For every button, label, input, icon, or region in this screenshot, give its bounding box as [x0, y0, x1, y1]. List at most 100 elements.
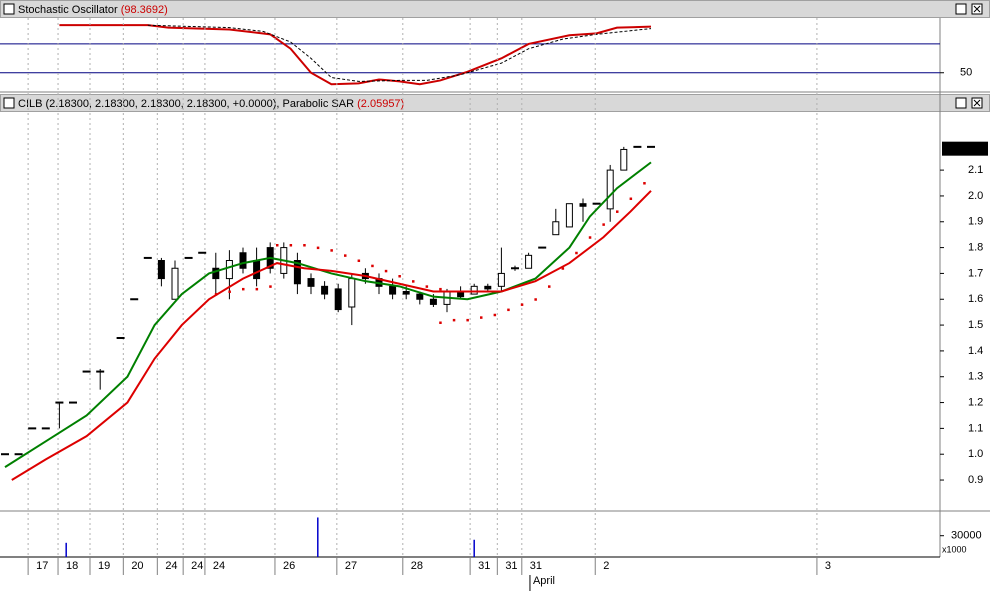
last-price-box: [942, 141, 988, 156]
y-tick-label: 1.7: [968, 267, 983, 279]
sar-dot: [275, 244, 279, 247]
corner: [940, 557, 990, 591]
sar-dot: [507, 308, 510, 312]
stoch-value: (98.3692): [121, 4, 168, 16]
candle-body: [225, 260, 233, 280]
sar-dot: [575, 251, 578, 255]
stoch-title: Stochastic Oscillator: [18, 4, 118, 16]
moving-average: [11, 190, 652, 481]
x-tick-label: 18: [66, 560, 78, 572]
x-tick-label: 28: [411, 560, 423, 572]
y-tick-label: 1.8: [968, 242, 983, 254]
month-label: April: [533, 575, 555, 587]
y-tick-label: 2.0: [968, 190, 983, 202]
y-tick-label: 1.2: [968, 396, 983, 408]
panel-icon: [3, 97, 15, 109]
sar-dot: [439, 287, 442, 291]
candle-body: [389, 285, 397, 295]
y-tick-label: 1.4: [968, 345, 983, 357]
sar-dot: [602, 223, 605, 226]
last-price-label: 2.18300: [944, 143, 981, 154]
x-tick-label: 31: [530, 560, 542, 572]
x-tick-label: 17: [36, 560, 48, 572]
candle-body: [212, 267, 220, 280]
candle-body: [402, 291, 410, 295]
sar-dot: [214, 293, 218, 296]
x-tick-label: 20: [131, 560, 143, 572]
candle-body: [525, 254, 533, 269]
candle-body: [606, 169, 614, 210]
sar-dot: [479, 316, 483, 319]
candle-body: [579, 203, 587, 207]
sar-dot: [425, 285, 429, 288]
sar-dot: [316, 246, 320, 250]
candle-body: [470, 285, 478, 295]
candle-body: [484, 285, 492, 290]
candle-body: [620, 148, 628, 171]
candle-body: [171, 267, 179, 300]
sar-dot: [357, 259, 361, 263]
sar-dot: [289, 244, 293, 247]
candle-body: [321, 285, 329, 295]
candle-body: [239, 252, 247, 269]
candle-body: [293, 260, 301, 285]
x-tick-label: 27: [345, 560, 357, 572]
x-tick-label: 24: [191, 560, 203, 572]
candle-body: [552, 221, 560, 236]
sar-dot: [547, 285, 551, 288]
sar-dot: [384, 269, 388, 273]
x-tick-label: 31: [505, 560, 517, 572]
sar-dot: [228, 290, 231, 294]
maximize-button[interactable]: [955, 97, 967, 109]
maximize-button[interactable]: [955, 3, 967, 15]
y-tick-label: 2.1: [968, 164, 983, 176]
sar-value: (2.05957): [357, 98, 404, 110]
sar-dot: [643, 182, 646, 185]
y-tick-label: 0.9: [968, 474, 983, 486]
panel-title: CILB (2.18300, 2.18300, 2.18300, 2.18300…: [18, 98, 404, 110]
sar-dot: [255, 287, 259, 291]
moving-average: [4, 161, 652, 468]
y-tick-label: 1.0: [968, 448, 983, 460]
sar-dot: [629, 197, 633, 201]
x-tick-label: 31: [478, 560, 490, 572]
sar-dot: [303, 244, 306, 247]
x-tick-label: 26: [283, 560, 295, 572]
sar-dot: [615, 210, 619, 213]
x-tick-label: 24: [165, 560, 177, 572]
x-tick-label: 19: [98, 560, 110, 572]
candle-body: [429, 298, 437, 305]
sar-dot: [439, 321, 442, 324]
sar-dot: [466, 318, 469, 322]
stoch-line: [147, 24, 652, 82]
sar-dot: [561, 267, 565, 270]
unit-label: x1000: [942, 544, 967, 554]
x-tick-label: 24: [213, 560, 225, 572]
y-tick-label: 1.5: [968, 319, 983, 331]
x-tick-label: 3: [825, 560, 831, 572]
price-title: CILB (2.18300, 2.18300, 2.18300, 2.18300…: [18, 98, 354, 110]
panel-title: Stochastic Oscillator (98.3692): [18, 4, 168, 16]
candle-body: [334, 288, 342, 311]
sar-dot: [371, 264, 374, 268]
y-tick-label: 1.3: [968, 371, 983, 383]
sar-dot: [343, 254, 347, 257]
y-tick-label: 50: [960, 67, 972, 79]
candle-body: [157, 260, 165, 280]
panel-icon: [3, 3, 15, 15]
y-tick-label: 1.6: [968, 293, 983, 305]
sar-dot: [534, 298, 537, 301]
sar-dot: [330, 249, 333, 252]
y-tick-label: 1.1: [968, 422, 983, 434]
candle-body: [307, 278, 315, 287]
candle-body: [565, 203, 573, 228]
y-tick-label: 1.9: [968, 216, 983, 228]
x-tick-label: 2: [603, 560, 609, 572]
sar-dot: [398, 275, 401, 278]
close-icon: [973, 5, 981, 13]
candle-body: [416, 293, 424, 300]
sar-dot: [493, 313, 497, 317]
candle-body: [348, 278, 356, 308]
